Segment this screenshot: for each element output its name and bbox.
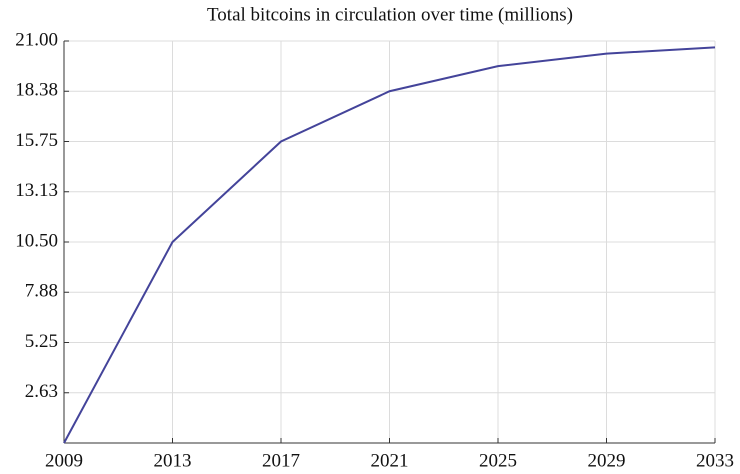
x-tick-label: 2017 [262,450,300,471]
x-tick-label: 2013 [154,450,192,471]
y-tick-label: 7.88 [25,281,58,302]
y-tick-label: 21.00 [15,29,58,50]
data-line [63,46,716,444]
x-tick-label: 2029 [588,450,626,471]
y-tick-label: 2.63 [25,381,58,402]
x-tick-label: 2025 [479,450,517,471]
y-tick-label: 5.25 [25,331,58,352]
y-tick-label: 13.13 [15,180,58,201]
y-tick-label: 15.75 [15,130,58,151]
x-tick-label: 2033 [696,450,734,471]
x-tick-label: 2021 [371,450,409,471]
x-tick-label: 2009 [45,450,83,471]
y-tick-label: 18.38 [15,80,58,101]
y-tick-label: 10.50 [15,230,58,251]
chart-title: Total bitcoins in circulation over time … [207,4,573,25]
